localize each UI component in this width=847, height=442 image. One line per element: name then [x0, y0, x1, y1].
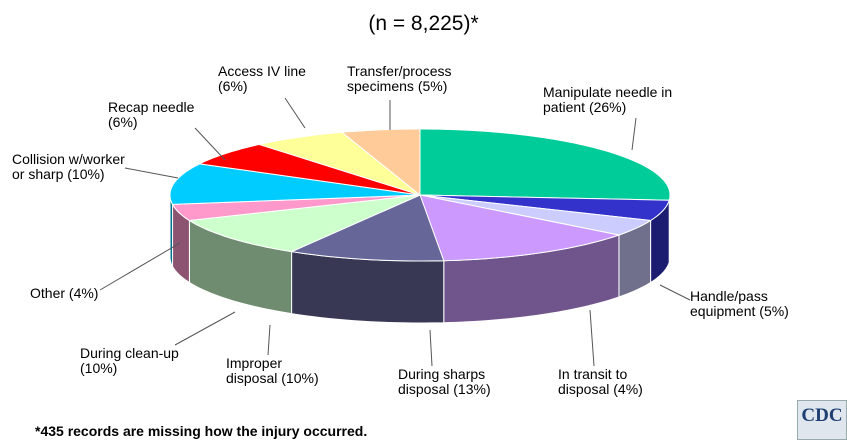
slice-label: Transfer/process specimens (5%) [347, 64, 452, 94]
value-label: (26%) [588, 99, 627, 115]
value-label: (10%) [281, 370, 319, 386]
footnote: *435 records are missing how the injury … [35, 423, 368, 439]
leader-line [429, 329, 433, 367]
category-label: Access IV line [218, 63, 306, 79]
leader-line [659, 284, 691, 301]
slice [419, 128, 671, 201]
category-label: During clean-up [80, 345, 179, 361]
slice-label: Other (4%) [30, 286, 98, 301]
leader-line [267, 324, 271, 356]
leader-line [124, 167, 179, 179]
leader-line [99, 242, 181, 291]
category-label: Recap needle [108, 99, 195, 115]
category-label: Handle/pass equipment [690, 288, 768, 319]
value-label: (5%) [759, 303, 789, 319]
slice [419, 194, 670, 222]
value-label: (13%) [453, 381, 491, 397]
slice [187, 194, 421, 253]
category-label: Transfer/process specimens [347, 63, 452, 94]
leader-line [631, 117, 637, 151]
value-label: (6%) [218, 78, 248, 94]
category-label: Manipulate needle in patient [543, 84, 673, 115]
slice-label: Collision w/worker or sharp (10%) [12, 152, 125, 182]
slice-label: Access IV line (6%) [218, 64, 306, 94]
value-label: (4%) [68, 285, 99, 301]
value-label: (4%) [613, 381, 643, 397]
category-label: Other [30, 285, 66, 301]
logo: CDC [797, 400, 847, 440]
value-label: (10%) [67, 166, 105, 182]
leader-line [194, 127, 226, 161]
slice [289, 194, 445, 262]
category-label: Collision w/worker or sharp [12, 151, 125, 182]
value-label: (10%) [80, 360, 118, 376]
chart-title: (n = 8,225)* [368, 12, 479, 35]
leader-line [174, 311, 236, 346]
value-label: (6%) [108, 114, 138, 130]
slice-label: During clean-up (10%) [80, 346, 179, 376]
slice-side [291, 251, 445, 324]
value-label: (5%) [417, 78, 448, 94]
slice-label: In transit to disposal (4%) [558, 367, 643, 397]
leader-line [589, 309, 595, 367]
slice [197, 143, 421, 196]
slice [340, 128, 421, 197]
slice [169, 163, 421, 205]
slice [257, 131, 421, 196]
category-label: In transit to disposal [558, 366, 628, 397]
category-label: Improper disposal [226, 355, 283, 386]
slice [171, 194, 421, 222]
slice [419, 194, 653, 236]
slice-label: Manipulate needle in patient (26%) [543, 85, 672, 115]
slice-label: Handle/pass equipment (5%) [690, 289, 789, 319]
slice-label: Recap needle (6%) [108, 100, 194, 130]
slice-side [169, 194, 174, 267]
category-label: During sharps disposal [398, 366, 486, 397]
slice-label: Improper disposal (10%) [226, 356, 319, 386]
slice-label: During sharps disposal (13%) [398, 367, 491, 397]
leader-line [284, 97, 306, 129]
slice [419, 194, 621, 262]
